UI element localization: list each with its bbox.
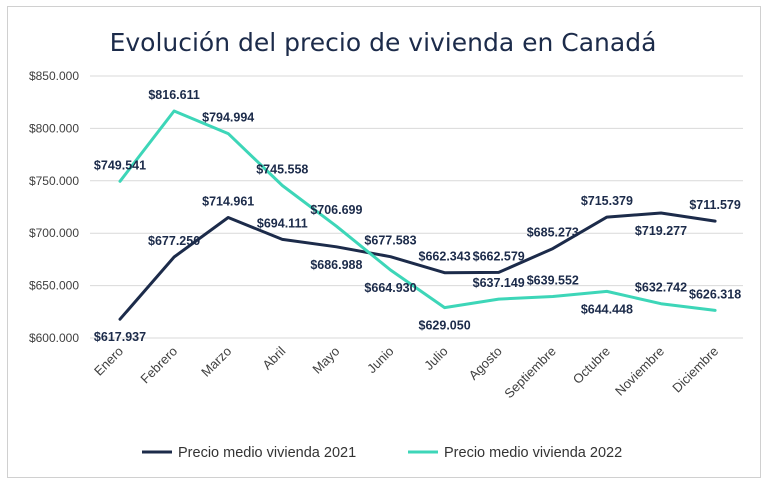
series-line-2: [118, 109, 717, 312]
data-label: $685.273: [527, 226, 579, 240]
data-label: $694.111: [257, 216, 308, 230]
data-label: $677.250: [148, 234, 200, 248]
legend-label-1: Precio medio vivienda 2021: [178, 445, 356, 461]
data-label: $677.583: [364, 234, 416, 248]
data-label: $816.611: [148, 88, 199, 102]
data-label: $749.541: [94, 158, 146, 172]
y-tick-label: $600.000: [29, 331, 79, 345]
data-label: $637.149: [473, 276, 525, 290]
series-line-1: [118, 211, 717, 321]
data-label: $706.699: [310, 203, 362, 217]
data-label: $639.552: [527, 274, 579, 288]
x-tick-label: Mayo: [309, 344, 342, 377]
data-label: $711.579: [689, 198, 740, 212]
x-tick-label: Marzo: [198, 344, 234, 380]
x-tick-label: Agosto: [466, 344, 505, 383]
y-tick-label: $650.000: [29, 279, 79, 293]
data-label: $664.930: [364, 281, 416, 295]
chart-title: Evolución del precio de vivienda en Cana…: [110, 28, 657, 57]
y-axis-ticks: $600.000 $650.000 $700.000 $750.000 $800.000…: [29, 69, 79, 345]
x-tick-label: Octubre: [570, 344, 613, 387]
y-tick-label: $700.000: [29, 226, 79, 240]
data-label: $644.448: [581, 302, 633, 316]
x-tick-label: Julio: [421, 344, 451, 374]
chart-frame: [7, 6, 761, 478]
data-label: $632.742: [635, 281, 687, 295]
x-tick-label: Noviembre: [612, 344, 667, 399]
legend-label-2: Precio medio vivienda 2022: [444, 445, 622, 461]
y-tick-label: $850.000: [29, 69, 79, 83]
data-label: $794.994: [202, 111, 254, 125]
data-label: $714.961: [202, 195, 254, 209]
legend: Precio medio vivienda 2021 Precio medio v…: [142, 445, 622, 461]
data-label: $686.988: [310, 258, 362, 272]
y-tick-label: $800.000: [29, 121, 79, 135]
data-label: $629.050: [419, 319, 471, 333]
series-lines: [118, 109, 717, 321]
x-tick-label: Junio: [364, 344, 397, 377]
data-label: $662.579: [473, 249, 525, 263]
y-tick-label: $750.000: [29, 174, 79, 188]
data-label: $715.379: [581, 194, 633, 208]
x-tick-label: Enero: [91, 344, 126, 379]
data-label: $719.277: [635, 224, 687, 238]
x-tick-label: Septiembre: [501, 344, 559, 402]
x-tick-label: Abril: [259, 343, 288, 372]
gridlines: [90, 75, 743, 339]
data-label: $745.558: [256, 162, 308, 176]
x-tick-label: Febrero: [137, 344, 180, 387]
data-label: $626.318: [689, 287, 741, 301]
x-tick-label: Diciembre: [669, 344, 721, 396]
x-axis-ticks: Enero Febrero Marzo Abril Mayo Junio Julio Agos…: [91, 343, 721, 401]
data-label: $617.937: [94, 330, 146, 344]
data-label: $662.343: [419, 250, 471, 264]
data-labels: $617.937 $677.250 $714.961$694.111 $686.988…: [94, 88, 741, 344]
